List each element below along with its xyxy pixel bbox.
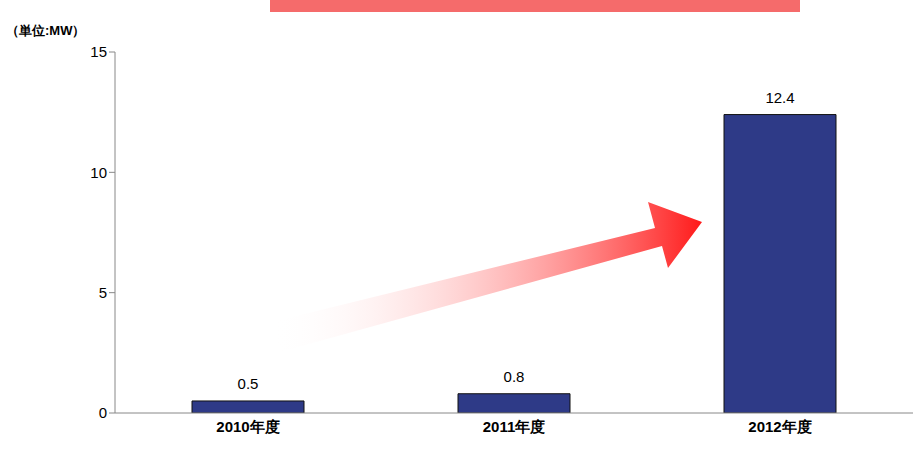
svg-text:12.4: 12.4: [765, 89, 794, 106]
svg-text:2011年度: 2011年度: [483, 418, 546, 435]
svg-text:2012年度: 2012年度: [748, 418, 811, 435]
svg-text:15: 15: [90, 43, 107, 60]
svg-text:0: 0: [99, 404, 107, 421]
svg-text:10: 10: [90, 164, 107, 181]
svg-text:0.8: 0.8: [504, 368, 525, 385]
svg-text:2010年度: 2010年度: [216, 418, 279, 435]
svg-text:0.5: 0.5: [238, 375, 259, 392]
svg-text:5: 5: [99, 284, 107, 301]
html-text:（単位:MW）: （単位:MW）: [6, 23, 86, 38]
